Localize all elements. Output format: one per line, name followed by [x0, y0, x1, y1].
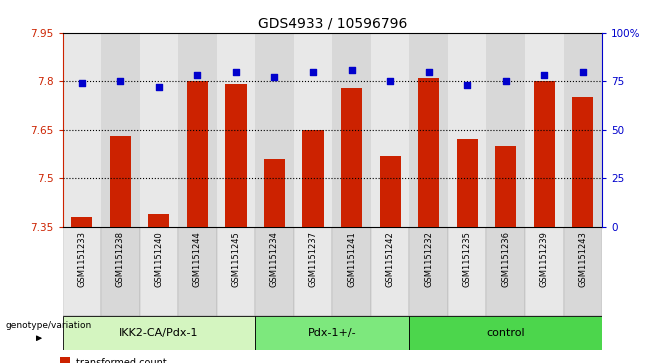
Point [462, 82, 472, 88]
Bar [572, 97, 594, 227]
Text: transformed count: transformed count [76, 358, 166, 363]
Point [308, 69, 318, 74]
Bar [187, 81, 208, 227]
Bar [63, 316, 255, 350]
Text: GSM1151232: GSM1151232 [424, 231, 433, 287]
Text: GSM1151233: GSM1151233 [77, 231, 86, 287]
Bar [448, 33, 486, 227]
Bar [216, 227, 255, 316]
Bar [101, 227, 139, 316]
Text: GSM1151235: GSM1151235 [463, 231, 472, 287]
Bar [264, 159, 285, 227]
Bar [63, 33, 101, 227]
Bar [495, 146, 517, 227]
Text: Pdx-1+/-: Pdx-1+/- [308, 328, 357, 338]
Point [231, 69, 241, 74]
Text: GSM1151241: GSM1151241 [347, 231, 356, 287]
Text: IKK2-CA/Pdx-1: IKK2-CA/Pdx-1 [119, 328, 199, 338]
Point [153, 84, 164, 90]
Point [76, 80, 87, 86]
Bar [148, 214, 170, 227]
Text: GSM1151239: GSM1151239 [540, 231, 549, 287]
Point [539, 73, 549, 78]
Bar [448, 227, 486, 316]
Bar [178, 33, 216, 227]
Bar [525, 227, 563, 316]
Bar [139, 227, 178, 316]
Bar [418, 78, 440, 227]
Point [423, 69, 434, 74]
Point [192, 73, 203, 78]
Bar [486, 33, 525, 227]
Text: GSM1151236: GSM1151236 [501, 231, 510, 287]
Bar [332, 227, 371, 316]
Text: GSM1151242: GSM1151242 [386, 231, 395, 287]
Text: GSM1151243: GSM1151243 [578, 231, 588, 287]
Bar [409, 227, 448, 316]
Text: GSM1151238: GSM1151238 [116, 231, 125, 287]
Bar [341, 88, 362, 227]
Bar [293, 227, 332, 316]
Bar [293, 33, 332, 227]
Bar [371, 227, 409, 316]
Bar [332, 33, 371, 227]
Text: GSM1151245: GSM1151245 [232, 231, 240, 287]
Text: genotype/variation: genotype/variation [5, 321, 91, 330]
Text: control: control [486, 328, 525, 338]
Bar [225, 85, 247, 227]
Point [385, 78, 395, 84]
Point [115, 78, 126, 84]
Bar [110, 136, 131, 227]
Bar [486, 227, 525, 316]
Bar [525, 33, 563, 227]
Point [269, 74, 280, 80]
Text: GSM1151234: GSM1151234 [270, 231, 279, 287]
Bar [101, 33, 139, 227]
Bar [563, 227, 602, 316]
Text: GSM1151244: GSM1151244 [193, 231, 202, 287]
Bar [139, 33, 178, 227]
Point [346, 67, 357, 73]
Point [578, 69, 588, 74]
Bar [409, 33, 448, 227]
Point [501, 78, 511, 84]
Bar [178, 227, 216, 316]
Bar [71, 217, 92, 227]
Bar [409, 316, 602, 350]
Bar [255, 227, 293, 316]
Bar [380, 156, 401, 227]
Bar [216, 33, 255, 227]
Bar [255, 33, 293, 227]
Bar [255, 316, 409, 350]
Bar [61, 357, 70, 363]
Text: GSM1151237: GSM1151237 [309, 231, 318, 287]
Bar [534, 81, 555, 227]
Bar [303, 130, 324, 227]
Title: GDS4933 / 10596796: GDS4933 / 10596796 [257, 16, 407, 30]
Bar [63, 227, 101, 316]
Bar [371, 33, 409, 227]
Bar [563, 33, 602, 227]
Bar [457, 139, 478, 227]
Text: GSM1151240: GSM1151240 [155, 231, 163, 287]
